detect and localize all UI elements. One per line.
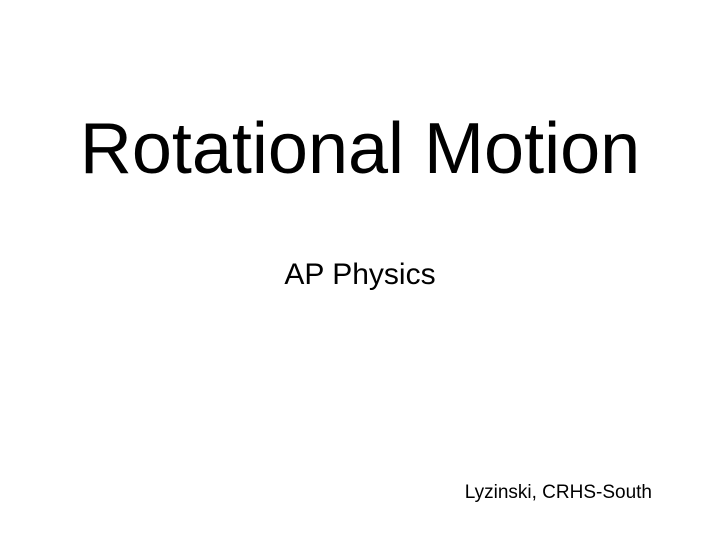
slide-subtitle: AP Physics xyxy=(0,258,720,292)
slide-footer: Lyzinski, CRHS-South xyxy=(465,482,652,504)
slide-title: Rotational Motion xyxy=(0,108,720,190)
slide-container: Rotational Motion AP Physics Lyzinski, C… xyxy=(0,0,720,540)
